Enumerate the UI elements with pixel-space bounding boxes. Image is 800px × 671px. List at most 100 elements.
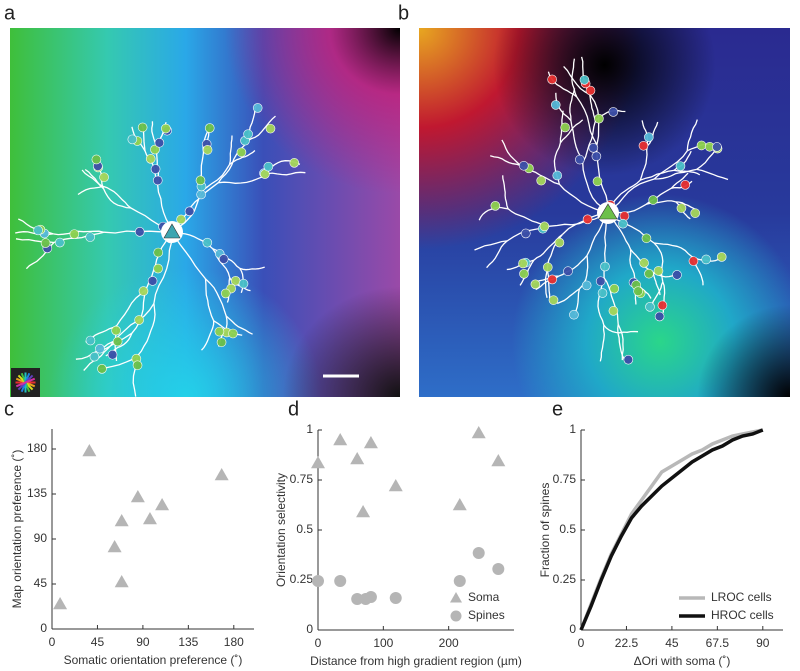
spine — [618, 218, 628, 229]
y-tick-label: 0.75 — [290, 472, 314, 486]
point — [492, 563, 505, 575]
dendrite — [670, 172, 689, 189]
dendrite — [131, 288, 147, 334]
spine — [161, 123, 171, 134]
dendrite — [686, 119, 698, 151]
y-axis-label: Orientation selectivity — [274, 473, 288, 587]
soma-marker — [163, 223, 181, 239]
spine — [597, 288, 608, 298]
point — [471, 426, 486, 439]
spine — [623, 354, 634, 365]
point — [363, 436, 378, 449]
point — [155, 498, 170, 511]
point — [334, 575, 347, 587]
dendrite — [502, 175, 509, 210]
point — [107, 540, 122, 553]
spine — [539, 221, 550, 232]
dendrite — [555, 92, 572, 121]
x-tick-label: 135 — [178, 635, 198, 649]
spine — [600, 261, 610, 272]
y-tick-label: 0 — [40, 621, 47, 635]
y-tick-label: 0.25 — [553, 572, 577, 586]
point — [311, 456, 325, 469]
spine — [594, 113, 604, 124]
spine — [152, 175, 163, 186]
y-tick-label: 0.25 — [290, 572, 314, 586]
spine — [228, 328, 238, 339]
spine — [680, 180, 691, 190]
x-tick-label: 45 — [91, 635, 105, 649]
dendrite — [629, 249, 636, 281]
dendrite — [83, 341, 114, 371]
spine — [569, 309, 579, 320]
spine — [608, 107, 619, 117]
y-tick-label: 180 — [27, 441, 47, 455]
spine — [243, 129, 253, 139]
dendrite — [654, 168, 697, 180]
dendrite — [228, 135, 233, 165]
spine — [127, 134, 138, 145]
spine — [490, 201, 501, 211]
spine — [690, 208, 701, 218]
spine — [550, 100, 561, 110]
x-tick-label: 67.5 — [706, 636, 730, 650]
legend-swatch — [450, 592, 462, 603]
spine — [263, 161, 274, 172]
dendrite — [267, 171, 306, 176]
x-tick-label: 100 — [373, 636, 393, 650]
panel-label: e — [552, 398, 563, 420]
spine — [85, 335, 96, 346]
x-tick-label: 200 — [439, 636, 459, 650]
spine — [672, 270, 682, 280]
dendrite — [556, 288, 580, 305]
point — [388, 479, 403, 492]
y-tick-label: 0.75 — [553, 472, 577, 486]
spine — [521, 228, 531, 239]
dendrite — [696, 168, 729, 181]
spine — [55, 237, 65, 248]
x-tick-label: 0 — [578, 636, 585, 650]
point — [389, 592, 402, 604]
point — [53, 597, 68, 610]
panel-label: b — [398, 2, 409, 24]
spine — [218, 254, 229, 264]
point — [214, 468, 229, 481]
dendrite — [640, 169, 675, 181]
dendrite — [478, 206, 509, 221]
spine — [236, 147, 247, 158]
spine — [112, 336, 123, 347]
spine — [202, 237, 213, 248]
spine — [153, 263, 163, 274]
spine — [150, 144, 160, 155]
dendrite — [205, 278, 227, 317]
y-tick-label: 0.5 — [559, 522, 576, 536]
point — [351, 593, 364, 605]
dendrite — [675, 201, 697, 211]
x-tick-label: 90 — [756, 636, 770, 650]
spine — [176, 214, 186, 225]
x-tick-label: 0 — [49, 635, 56, 649]
y-tick-label: 135 — [27, 486, 47, 500]
spine — [608, 306, 619, 316]
spine — [85, 232, 95, 242]
spine — [204, 123, 215, 133]
dendrite — [53, 230, 105, 236]
spine — [648, 195, 658, 205]
spine — [595, 276, 606, 287]
spine — [588, 143, 599, 153]
spine — [238, 278, 249, 289]
spine — [575, 154, 585, 165]
dendrite — [246, 115, 276, 142]
spine — [609, 283, 620, 294]
spine — [195, 175, 206, 186]
x-tick-label: 90 — [136, 635, 150, 649]
dendrite — [77, 185, 104, 196]
spine — [150, 164, 161, 174]
point — [312, 575, 324, 587]
legend-label: Soma — [468, 590, 500, 604]
dendrite — [486, 240, 508, 269]
x-axis-label: ΔOri with soma (˚) — [634, 654, 731, 668]
spine — [518, 160, 529, 171]
